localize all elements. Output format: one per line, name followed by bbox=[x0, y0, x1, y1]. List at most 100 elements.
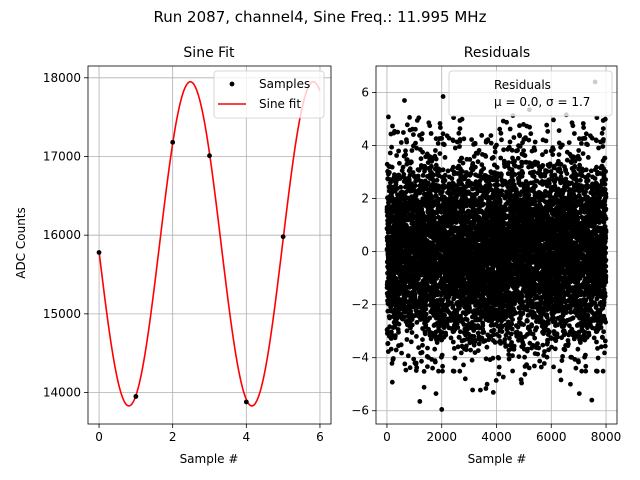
residual-point bbox=[509, 326, 515, 332]
residual-point bbox=[407, 115, 412, 120]
residual-point bbox=[499, 329, 505, 334]
residual-point bbox=[422, 166, 428, 172]
residual-point bbox=[467, 157, 473, 162]
sine-fit-ytick-label: 18000 bbox=[43, 71, 81, 85]
residual-point bbox=[419, 350, 425, 355]
residual-point bbox=[404, 139, 410, 145]
residual-point bbox=[430, 297, 436, 303]
residual-point bbox=[468, 347, 473, 353]
residual-point bbox=[387, 324, 393, 330]
residual-point bbox=[500, 374, 506, 380]
residual-point bbox=[421, 369, 427, 374]
residual-point bbox=[425, 364, 430, 369]
residual-point bbox=[462, 376, 468, 382]
residual-point bbox=[494, 165, 500, 170]
residual-point bbox=[459, 116, 465, 122]
residual-point bbox=[434, 177, 440, 183]
residual-point bbox=[409, 159, 414, 165]
residual-point bbox=[497, 126, 503, 132]
residual-point bbox=[401, 130, 406, 135]
residual-point bbox=[476, 148, 482, 153]
residuals-ytick-label: 6 bbox=[361, 86, 369, 100]
residual-point bbox=[442, 155, 448, 160]
residual-point bbox=[423, 322, 429, 328]
residual-point bbox=[478, 387, 483, 393]
residual-point bbox=[433, 391, 439, 396]
residual-point bbox=[411, 132, 416, 138]
residual-point bbox=[403, 190, 409, 195]
residual-point bbox=[449, 176, 455, 181]
residual-point bbox=[404, 337, 410, 342]
residual-point bbox=[508, 331, 514, 337]
residual-point bbox=[420, 149, 425, 155]
residual-point bbox=[479, 133, 485, 138]
residual-point bbox=[407, 365, 413, 371]
residual-point bbox=[469, 357, 475, 363]
residual-point bbox=[483, 154, 489, 159]
sine-fit-axes: Sine Fit Sample # ADC Counts 0 2 4 61400015… bbox=[14, 45, 332, 466]
residual-point bbox=[399, 350, 404, 356]
residual-point bbox=[510, 317, 515, 322]
residual-point bbox=[481, 166, 487, 171]
sample-point bbox=[280, 234, 286, 240]
residual-point bbox=[517, 133, 523, 139]
residual-point bbox=[501, 158, 507, 164]
residual-point bbox=[483, 356, 489, 362]
residual-point bbox=[497, 199, 503, 205]
residual-point bbox=[404, 122, 410, 128]
residual-point bbox=[515, 155, 521, 161]
residual-point bbox=[398, 184, 404, 190]
residual-point bbox=[499, 172, 504, 178]
residual-point bbox=[511, 343, 517, 349]
residual-point bbox=[492, 340, 498, 345]
residual-point bbox=[412, 291, 418, 297]
residual-point bbox=[405, 353, 411, 359]
residual-point bbox=[428, 131, 434, 136]
residual-point bbox=[491, 155, 496, 160]
residual-point bbox=[389, 379, 395, 385]
residual-point bbox=[412, 188, 418, 193]
residuals-ytick-label: −2 bbox=[351, 298, 369, 312]
residual-point bbox=[493, 378, 499, 383]
residual-point bbox=[435, 141, 441, 146]
residual-point bbox=[496, 334, 502, 339]
residual-point bbox=[398, 342, 404, 348]
residual-point bbox=[432, 215, 437, 220]
residual-point bbox=[413, 140, 418, 146]
residual-point bbox=[433, 148, 438, 153]
residual-point bbox=[440, 167, 446, 173]
residual-point bbox=[396, 321, 402, 327]
residual-point bbox=[404, 328, 410, 334]
residual-point bbox=[513, 310, 519, 316]
residual-point bbox=[516, 354, 522, 359]
residual-point bbox=[406, 177, 412, 183]
residual-point bbox=[457, 126, 463, 131]
residual-point bbox=[396, 329, 401, 335]
residual-points bbox=[384, 79, 609, 412]
residual-point bbox=[402, 314, 408, 320]
residual-point bbox=[507, 126, 513, 132]
residual-point bbox=[437, 121, 443, 126]
residual-point bbox=[418, 156, 424, 162]
legend-samples-marker bbox=[229, 81, 235, 87]
residual-point bbox=[410, 170, 416, 175]
residual-point bbox=[455, 325, 461, 330]
residual-point bbox=[419, 136, 425, 142]
sine-fit-title: Sine Fit bbox=[183, 45, 235, 61]
residual-point bbox=[401, 172, 407, 177]
residual-point bbox=[409, 148, 415, 153]
sample-point bbox=[207, 153, 212, 159]
residual-point bbox=[414, 334, 419, 339]
residual-point bbox=[403, 148, 408, 154]
residual-point bbox=[490, 355, 496, 361]
sine-fit-line bbox=[98, 80, 321, 407]
residual-point bbox=[484, 381, 490, 387]
residuals-xtick-label: 2000 bbox=[426, 430, 457, 444]
residual-point bbox=[460, 160, 466, 166]
residual-point bbox=[506, 160, 511, 166]
residual-point bbox=[409, 322, 415, 328]
residual-point bbox=[475, 159, 481, 165]
residual-point bbox=[469, 137, 474, 143]
